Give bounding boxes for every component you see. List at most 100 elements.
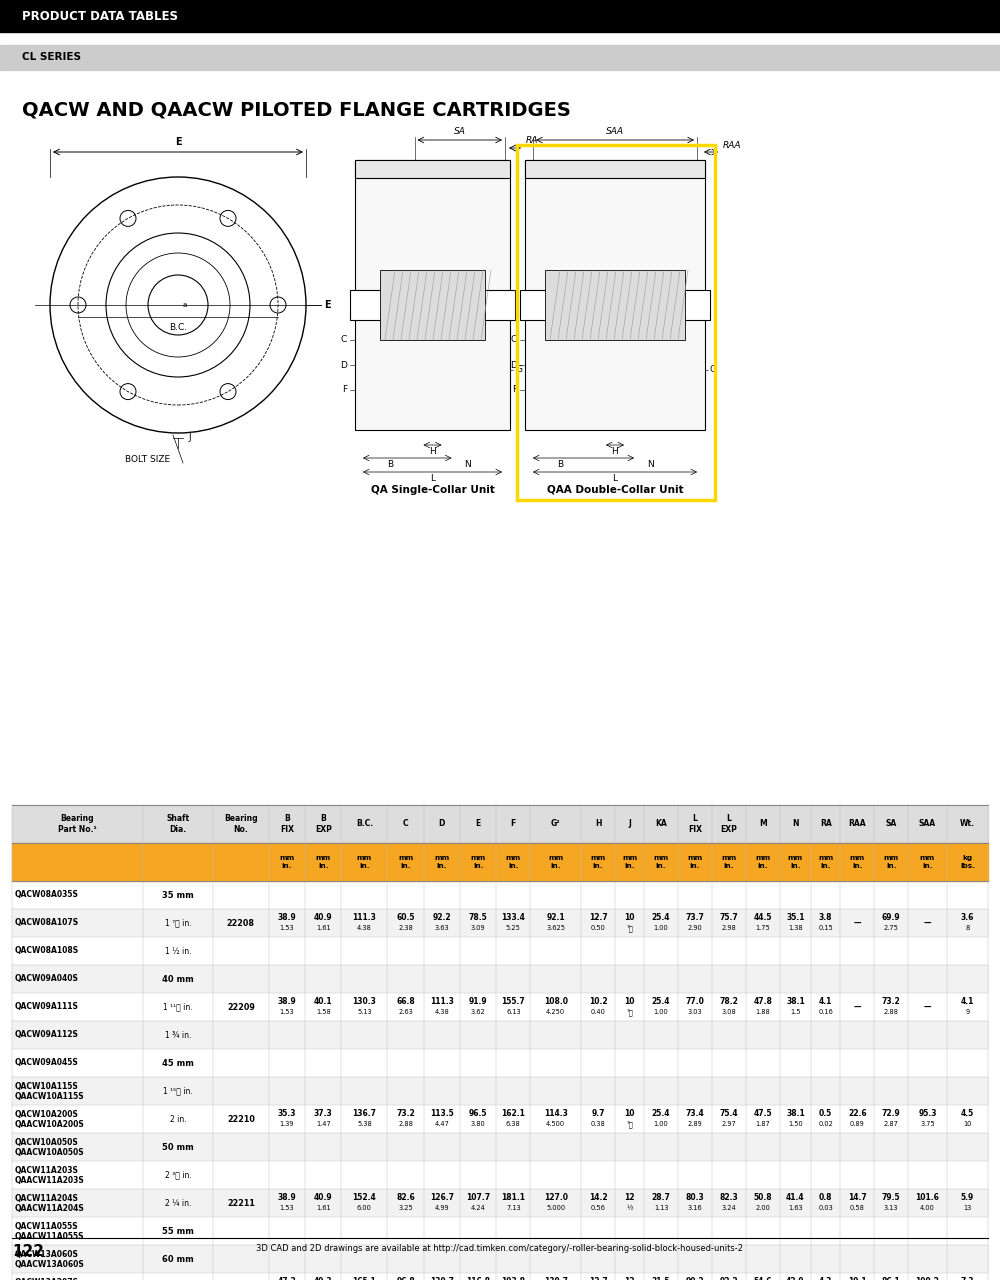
Text: QACW09A111S: QACW09A111S	[15, 1002, 79, 1011]
Text: 80.3: 80.3	[686, 1193, 704, 1202]
Text: SAA: SAA	[919, 819, 936, 828]
Text: 37.3: 37.3	[314, 1110, 333, 1119]
Text: 1 ¹⁵⼖ in.: 1 ¹⁵⼖ in.	[163, 1087, 193, 1096]
Text: 82.3: 82.3	[719, 1193, 738, 1202]
Text: 22209: 22209	[227, 1002, 255, 1011]
Text: 4.47: 4.47	[434, 1121, 449, 1126]
Text: 82.6: 82.6	[396, 1193, 415, 1202]
Text: 4.1: 4.1	[819, 997, 832, 1006]
Text: 10: 10	[624, 997, 635, 1006]
Bar	[12, 1217, 988, 1245]
Text: 40.9: 40.9	[314, 1193, 333, 1202]
Text: C: C	[511, 335, 517, 344]
Text: 2.63: 2.63	[398, 1009, 413, 1015]
Text: 28.7: 28.7	[652, 1193, 670, 1202]
Text: 25.4: 25.4	[652, 1110, 670, 1119]
Text: 45 mm: 45 mm	[162, 1059, 194, 1068]
Text: D: D	[439, 819, 445, 828]
Text: 5.13: 5.13	[357, 1009, 372, 1015]
Text: 22211: 22211	[227, 1198, 255, 1207]
Text: 69.9: 69.9	[882, 914, 900, 923]
Text: 1 ¾ in.: 1 ¾ in.	[165, 1030, 191, 1039]
Text: 1.75: 1.75	[755, 925, 770, 931]
Text: 25.4: 25.4	[652, 914, 670, 923]
Text: 42.9: 42.9	[786, 1277, 805, 1280]
Text: 0.5: 0.5	[819, 1110, 832, 1119]
Text: mm
in.: mm in.	[818, 855, 833, 869]
Text: PRODUCT DATA TABLES: PRODUCT DATA TABLES	[22, 9, 178, 23]
Text: E: E	[476, 819, 481, 828]
Text: 4.250: 4.250	[546, 1009, 565, 1015]
Text: 6.00: 6.00	[357, 1204, 372, 1211]
Text: 47.2: 47.2	[278, 1277, 296, 1280]
Text: 1.00: 1.00	[654, 925, 668, 931]
Text: 47.8: 47.8	[753, 997, 772, 1006]
Text: mm
in.: mm in.	[548, 855, 563, 869]
Text: 22208: 22208	[227, 919, 255, 928]
Text: 4.38: 4.38	[435, 1009, 449, 1015]
Text: 5.000: 5.000	[546, 1204, 565, 1211]
Text: 5.9: 5.9	[961, 1193, 974, 1202]
Bar	[517, 145, 715, 500]
Bar	[12, 1050, 988, 1076]
Text: 2.75: 2.75	[884, 925, 899, 931]
Text: 3D CAD and 2D drawings are available at http://cad.timken.com/category/-roller-b: 3D CAD and 2D drawings are available at …	[256, 1244, 744, 1253]
Text: 127.0: 127.0	[544, 1193, 568, 1202]
Text: ½: ½	[626, 1204, 633, 1211]
Text: 165.1: 165.1	[353, 1277, 376, 1280]
Text: 13: 13	[963, 1204, 972, 1211]
Bar	[525, 160, 705, 430]
Text: —: —	[924, 1002, 931, 1011]
Text: 3.25: 3.25	[398, 1204, 413, 1211]
Text: 1.88: 1.88	[755, 1009, 770, 1015]
Text: 1.39: 1.39	[280, 1121, 294, 1126]
Text: 126.7: 126.7	[430, 1193, 454, 1202]
Text: E: E	[175, 137, 181, 147]
Bar	[12, 993, 988, 1021]
Text: G: G	[515, 366, 522, 375]
Text: 40.9: 40.9	[314, 914, 333, 923]
Text: ⁷⼖: ⁷⼖	[626, 1120, 633, 1128]
Bar	[12, 909, 988, 937]
Text: 4.3: 4.3	[819, 1277, 832, 1280]
Text: 4.5: 4.5	[961, 1110, 974, 1119]
Text: 111.3: 111.3	[430, 997, 454, 1006]
Text: 0.03: 0.03	[818, 1204, 833, 1211]
Text: 1.5: 1.5	[790, 1009, 801, 1015]
Text: 2.89: 2.89	[688, 1121, 702, 1126]
Bar	[355, 160, 510, 430]
Text: 60.5: 60.5	[396, 914, 415, 923]
Text: 139.7: 139.7	[430, 1277, 454, 1280]
Text: QACW09A040S: QACW09A040S	[15, 974, 79, 983]
Text: 3.6: 3.6	[961, 914, 974, 923]
Text: D: D	[510, 361, 517, 370]
Text: J: J	[188, 434, 191, 443]
Text: 2 ¼ in.: 2 ¼ in.	[165, 1198, 191, 1207]
Text: 55 mm: 55 mm	[162, 1226, 194, 1235]
Text: E: E	[324, 300, 331, 310]
Text: 2.88: 2.88	[884, 1009, 899, 1015]
Text: 73.4: 73.4	[686, 1110, 704, 1119]
Text: QACW10A200S: QACW10A200S	[15, 1110, 79, 1119]
Text: 2.90: 2.90	[688, 925, 702, 931]
Text: RA: RA	[526, 136, 538, 145]
Text: mm
in.: mm in.	[687, 855, 703, 869]
Text: 0.89: 0.89	[850, 1121, 865, 1126]
Text: 1 ¹¹⼖ in.: 1 ¹¹⼖ in.	[163, 1002, 193, 1011]
Text: L: L	[430, 474, 435, 483]
Text: KA: KA	[446, 293, 457, 302]
Text: 3.8: 3.8	[819, 914, 832, 923]
Text: 4.38: 4.38	[357, 925, 372, 931]
Text: 108.0: 108.0	[544, 997, 568, 1006]
Text: 3.75: 3.75	[920, 1121, 935, 1126]
Text: 4.00: 4.00	[920, 1204, 935, 1211]
Text: mm
in.: mm in.	[279, 855, 295, 869]
Text: Shaft
Dia.: Shaft Dia.	[166, 814, 189, 835]
Bar	[12, 844, 988, 881]
Text: SA: SA	[454, 127, 466, 136]
Text: B.C.: B.C.	[356, 819, 373, 828]
Text: B
EXP: B EXP	[315, 814, 332, 835]
Bar	[0, 45, 1000, 70]
Text: 4.99: 4.99	[435, 1204, 449, 1211]
Text: 107.7: 107.7	[466, 1193, 490, 1202]
